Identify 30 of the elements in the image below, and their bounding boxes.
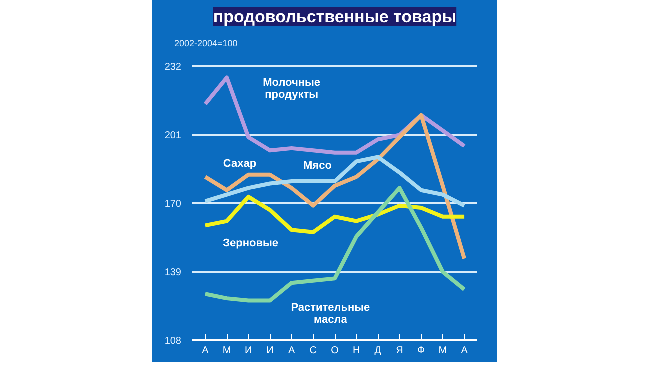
y-tick-label: 108: [164, 336, 182, 347]
x-tick-label: М: [222, 346, 232, 356]
y-tick-label: 232: [164, 62, 182, 74]
x-tick-label: А: [461, 346, 468, 356]
x-tick-label: Я: [396, 346, 404, 356]
x-tick-label: М: [438, 346, 448, 356]
x-tick-label: И: [245, 346, 252, 356]
x-tick-label: Ф: [418, 346, 426, 356]
series-label: Растительные масла: [291, 302, 370, 326]
x-tick-label: О: [331, 346, 340, 356]
x-tick-label: А: [202, 346, 210, 356]
y-tick-label: 201: [164, 130, 182, 142]
series-label: Сахар: [223, 158, 257, 170]
x-tick-label: С: [310, 346, 318, 356]
x-tick-label: А: [288, 346, 296, 356]
chart-subtitle: 2002-2004=100: [174, 38, 238, 48]
x-tick-label: И: [266, 346, 274, 356]
y-tick-label: 139: [164, 268, 182, 279]
x-tick-label: Н: [352, 346, 360, 356]
x-tick-label: Д: [374, 346, 382, 356]
line-series: [203, 155, 467, 208]
series-label: Мясо: [304, 160, 332, 172]
line-series: [203, 186, 467, 303]
y-tick-label: 170: [164, 199, 182, 210]
series-label: Зерновые: [223, 237, 278, 250]
chart-title: продовольственные товары: [213, 8, 457, 26]
line-series: [203, 195, 467, 234]
line-series: [203, 76, 467, 155]
line-series: [203, 113, 467, 261]
text: Молочные продукты: [263, 76, 321, 101]
